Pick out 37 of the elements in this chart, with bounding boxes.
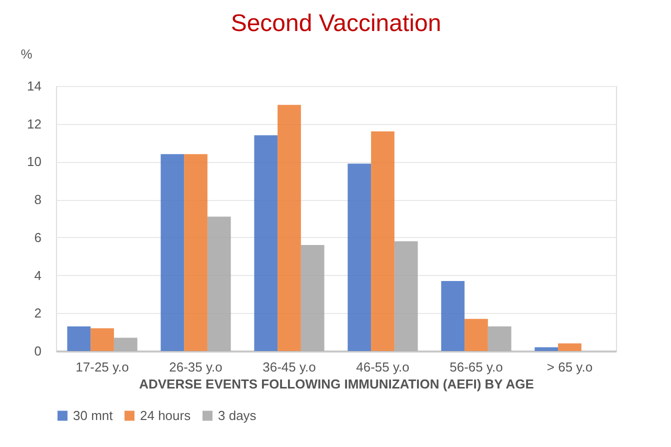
legend-label: 24 hours xyxy=(140,408,192,423)
y-axis-title: % xyxy=(20,46,33,62)
y-tick-label: 12 xyxy=(27,116,42,132)
bar xyxy=(394,241,418,351)
x-axis-title: ADVERSE EVENTS FOLLOWING IMMUNIZATION (AEFI) BY AGE xyxy=(139,376,534,392)
bar xyxy=(371,131,394,351)
bar xyxy=(488,326,512,351)
bar xyxy=(348,164,372,351)
bar xyxy=(184,154,208,351)
x-tick-label: 36-45 y.o xyxy=(262,360,316,374)
bar xyxy=(464,318,488,351)
y-tick-label: 2 xyxy=(34,306,42,321)
legend-label: 30 mnt xyxy=(73,408,114,423)
x-tick-label: 17-25 y.o xyxy=(76,360,129,374)
y-tick-label: 8 xyxy=(34,192,42,208)
x-tick-label: > 65 y.o xyxy=(546,360,593,374)
bar xyxy=(160,154,184,351)
x-tick-label: 26-35 y.o xyxy=(169,360,222,374)
bar xyxy=(278,104,301,351)
y-tick-label: 4 xyxy=(34,268,42,283)
bar xyxy=(558,343,582,351)
bar xyxy=(90,328,114,351)
bar xyxy=(300,245,324,351)
y-tick-label: 6 xyxy=(34,230,42,245)
bar xyxy=(67,326,91,351)
bar xyxy=(441,280,465,351)
legend-label: 3 days xyxy=(218,408,257,423)
bar xyxy=(254,135,278,351)
x-tick-label: 46-55 y.o xyxy=(356,360,410,374)
y-tick-label: 14 xyxy=(27,78,42,94)
bar xyxy=(534,347,558,351)
bar xyxy=(207,216,231,351)
x-tick-label: 56-65 y.o xyxy=(450,360,503,374)
chart-title: Second Vaccination xyxy=(230,10,442,37)
y-tick-label: 0 xyxy=(34,344,42,358)
bar xyxy=(114,338,138,351)
y-tick-label: 10 xyxy=(27,154,42,170)
